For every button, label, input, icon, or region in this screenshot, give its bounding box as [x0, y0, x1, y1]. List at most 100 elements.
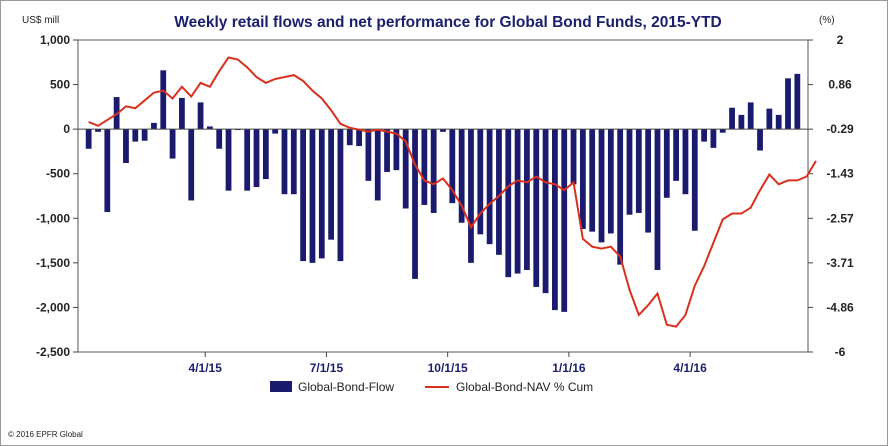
left-axis-ticks: 1,000 500 0 -500 -1,000 -1,500 -2,000 -2,500 — [36, 33, 78, 359]
x-axis-ticks: 4/1/15 7/1/15 10/1/15 1/1/16 4/1/16 — [189, 352, 707, 375]
flow-bar — [552, 129, 558, 311]
flow-bar — [505, 129, 512, 278]
flow-bar — [421, 129, 428, 205]
flow-bar — [579, 129, 586, 229]
flow-bar — [757, 129, 763, 151]
flow-bar — [738, 114, 745, 130]
flow-bar — [477, 129, 484, 235]
flow-bar — [719, 129, 726, 133]
legend-flow-swatch — [270, 381, 292, 392]
flow-bar — [151, 122, 157, 130]
left-tick-label: -2,500 — [36, 345, 70, 359]
flow-bar — [468, 129, 474, 263]
flow-bar — [412, 129, 418, 279]
flow-bar — [589, 129, 596, 232]
flow-bar — [300, 129, 307, 262]
flow-bar — [458, 129, 465, 223]
flow-bar — [123, 129, 129, 164]
flow-bar — [635, 129, 642, 213]
flow-bar — [617, 129, 624, 265]
right-tick-label: -4.86 — [826, 300, 854, 314]
flow-bar — [645, 129, 652, 233]
left-tick-label: -1,500 — [36, 256, 70, 270]
right-tick-label: -1.43 — [826, 167, 854, 181]
flow-bar — [607, 129, 614, 234]
flow-bar — [654, 129, 661, 270]
x-tick-label: 1/1/16 — [552, 361, 586, 375]
flow-bar — [785, 78, 791, 130]
flow-bar — [710, 129, 717, 148]
right-tick-label: -3.71 — [826, 256, 854, 270]
flow-bar — [682, 129, 689, 195]
flow-bar — [374, 129, 381, 201]
flow-bar — [663, 129, 670, 198]
left-tick-label: -1,000 — [36, 211, 70, 225]
legend: Global-Bond-Flow Global-Bond-NAV % Cum — [270, 380, 593, 394]
flow-bar — [775, 114, 782, 130]
flow-bar — [393, 129, 400, 171]
flow-bar — [598, 129, 605, 243]
x-tick-label: 7/1/15 — [310, 361, 344, 375]
flow-bar — [132, 129, 139, 142]
left-tick-label: -500 — [46, 167, 70, 181]
flow-bar — [701, 129, 707, 142]
right-tick-label: 0.86 — [828, 78, 852, 92]
right-tick-label: -6 — [835, 345, 846, 359]
copyright: © 2016 EPFR Global — [8, 430, 83, 439]
x-tick-label: 10/1/15 — [428, 361, 468, 375]
flow-bar — [673, 129, 680, 181]
flow-bar — [290, 129, 297, 195]
flow-bar — [486, 129, 493, 245]
x-tick-label: 4/1/16 — [673, 361, 707, 375]
flow-bar — [430, 129, 437, 213]
flow-bar — [729, 107, 735, 130]
right-tick-label: 2 — [837, 33, 844, 47]
flow-bar — [85, 129, 92, 149]
left-tick-label: -2,000 — [36, 300, 70, 314]
flow-bar — [542, 129, 549, 294]
flow-bar — [346, 129, 353, 146]
flow-bar — [160, 70, 167, 130]
flow-bar — [197, 102, 204, 130]
flow-bar — [514, 129, 521, 274]
flow-bar — [262, 129, 269, 180]
flow-bar — [216, 129, 223, 149]
flow-bar — [225, 129, 232, 191]
flow-bar — [104, 129, 111, 213]
flow-bar — [524, 129, 530, 270]
flow-bar — [533, 129, 540, 287]
flow-bar — [206, 126, 213, 130]
flow-bar — [747, 102, 754, 130]
right-tick-label: -0.29 — [826, 122, 854, 136]
flow-bar — [169, 129, 176, 159]
flow-bar — [794, 73, 801, 130]
left-axis-unit: US$ mill — [22, 15, 59, 26]
flow-bar — [402, 129, 409, 209]
flow-bar — [626, 129, 633, 215]
chart-title: Weekly retail flows and net performance … — [174, 14, 722, 31]
flow-bar — [281, 129, 288, 195]
flow-bar — [188, 129, 195, 201]
flow-bar — [766, 108, 773, 130]
flow-bars — [85, 70, 801, 312]
left-tick-label: 500 — [50, 78, 70, 92]
flow-bar — [570, 129, 577, 185]
right-tick-label: -2.57 — [826, 211, 854, 225]
flow-bar — [561, 129, 568, 312]
right-axis-unit: (%) — [819, 15, 835, 26]
flow-bar — [95, 129, 101, 132]
flow-bar — [328, 129, 334, 240]
legend-flow-label: Global-Bond-Flow — [298, 380, 394, 394]
flow-bar — [496, 129, 502, 255]
flow-bar — [179, 97, 185, 130]
flow-bar — [337, 129, 344, 262]
flow-bar — [365, 129, 372, 181]
nav-line — [88, 56, 817, 328]
flow-bar — [272, 129, 279, 134]
flow-bar — [384, 129, 390, 172]
left-tick-label: 0 — [63, 122, 70, 136]
flow-bar — [141, 129, 148, 141]
flow-bar — [440, 129, 446, 132]
left-tick-label: 1,000 — [40, 33, 70, 47]
